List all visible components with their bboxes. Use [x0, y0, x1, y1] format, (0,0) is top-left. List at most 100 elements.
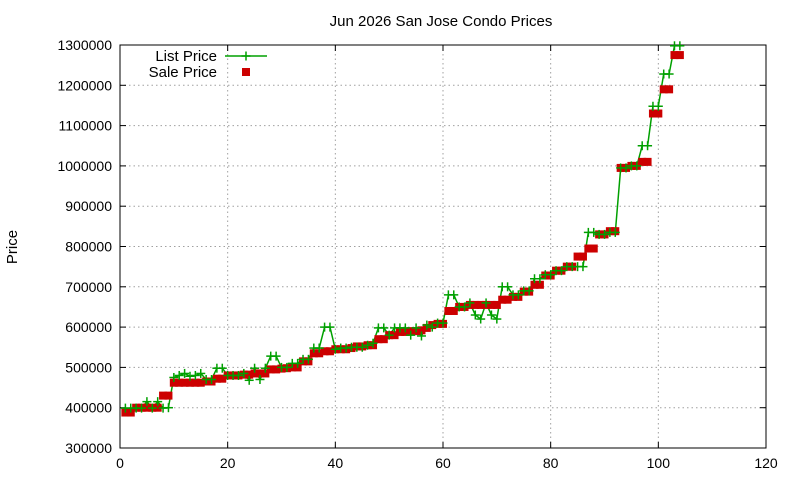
list-price-point [492, 314, 502, 324]
x-tick-label: 80 [543, 455, 559, 471]
list-price-point [486, 310, 496, 320]
list-price-point [546, 270, 556, 280]
sale-price-point [654, 109, 663, 118]
sale-price-point [584, 244, 593, 253]
sale-price-point [444, 306, 453, 315]
list-price-point [503, 282, 513, 292]
sale-price-point [659, 85, 668, 94]
list-price-point [153, 397, 163, 407]
sale-price-point [665, 85, 674, 94]
list-price-point [384, 330, 394, 340]
y-tick-label: 400000 [65, 400, 112, 416]
sale-price-point [638, 157, 647, 166]
list-price-point [255, 374, 265, 384]
list-price-point [239, 368, 249, 378]
sale-price-point [498, 295, 507, 304]
sale-price-point [266, 365, 275, 374]
sale-price-point [675, 51, 684, 60]
x-tick-label: 0 [116, 455, 124, 471]
list-price-point [196, 368, 206, 378]
list-price-line [125, 45, 680, 410]
list-price-point [163, 403, 173, 413]
sale-price-point [643, 157, 652, 166]
sale-price-point [245, 370, 254, 379]
list-price-point [438, 318, 448, 328]
sale-price-point [476, 300, 485, 309]
y-tick-label: 1100000 [59, 118, 113, 134]
sale-price-point [169, 378, 178, 387]
list-price-point [357, 342, 367, 352]
legend-sale-price-label: Sale Price [149, 64, 217, 81]
list-price-point [379, 323, 389, 333]
sale-price-point [191, 378, 200, 387]
list-price-point [589, 227, 599, 237]
list-price-point [180, 368, 190, 378]
list-price-point [271, 351, 281, 361]
legend-sale-price-marker [242, 68, 250, 76]
sale-price-point [449, 306, 458, 315]
list-price-point [142, 397, 152, 407]
list-price-point [416, 331, 426, 341]
list-price-point [147, 403, 157, 413]
list-price-point [422, 320, 432, 330]
list-price-point [330, 344, 340, 354]
list-price-point [137, 403, 147, 413]
sale-price-point [471, 300, 480, 309]
sale-price-point [212, 374, 221, 383]
list-price-point [664, 69, 674, 79]
x-tick-label: 60 [435, 455, 451, 471]
y-tick-label: 1000000 [57, 158, 112, 174]
sale-price-point [142, 403, 151, 412]
list-price-point [282, 362, 292, 372]
x-tick-label: 40 [328, 455, 344, 471]
list-price-point [632, 161, 642, 171]
sale-price-point [417, 326, 426, 335]
sale-price-point [196, 378, 205, 387]
list-price-point [341, 343, 351, 353]
list-price-point [427, 322, 437, 332]
sale-price-point [218, 374, 227, 383]
list-price-point [643, 141, 653, 151]
sale-price-point [325, 347, 334, 356]
list-price-point [169, 372, 179, 382]
sale-price-point [250, 369, 259, 378]
list-price-point [610, 227, 620, 237]
list-price-point [217, 363, 227, 373]
list-price-point [653, 101, 663, 111]
sale-price-point [153, 403, 162, 412]
sale-price-point [390, 331, 399, 340]
legend-list-price-label: List Price [155, 48, 217, 65]
x-tick-label: 20 [220, 455, 236, 471]
sale-price-point [670, 51, 679, 60]
chart-title: Jun 2026 San Jose Condo Prices [330, 13, 553, 30]
sale-price-point [255, 369, 264, 378]
list-price-point [513, 290, 523, 300]
y-tick-label: 300000 [65, 440, 112, 456]
list-price-point [411, 323, 421, 333]
plot-border [119, 44, 767, 449]
grid-lines [120, 45, 766, 448]
list-price-point [233, 370, 243, 380]
list-price-point [400, 323, 410, 333]
list-price-point [314, 343, 324, 353]
list-price-point [185, 371, 195, 381]
sale-price-point [185, 378, 194, 387]
y-tick-label: 1200000 [57, 77, 112, 93]
sale-price-point [578, 252, 587, 261]
list-price-point [406, 330, 416, 340]
y-tick-label: 1300000 [57, 37, 112, 53]
list-price-point [460, 302, 470, 312]
list-price-point [260, 363, 270, 373]
list-price-point [578, 262, 588, 272]
y-tick-label: 500000 [65, 359, 112, 375]
list-price-point [293, 358, 303, 368]
sale-price-point [309, 349, 318, 358]
list-price-point [470, 310, 480, 320]
list-price-point [244, 375, 254, 385]
sale-price-point [487, 300, 496, 309]
legend: List Price Sale Price [149, 48, 267, 81]
list-price-point [481, 298, 491, 308]
sale-price-point [530, 280, 539, 289]
sale-price-point [261, 369, 270, 378]
